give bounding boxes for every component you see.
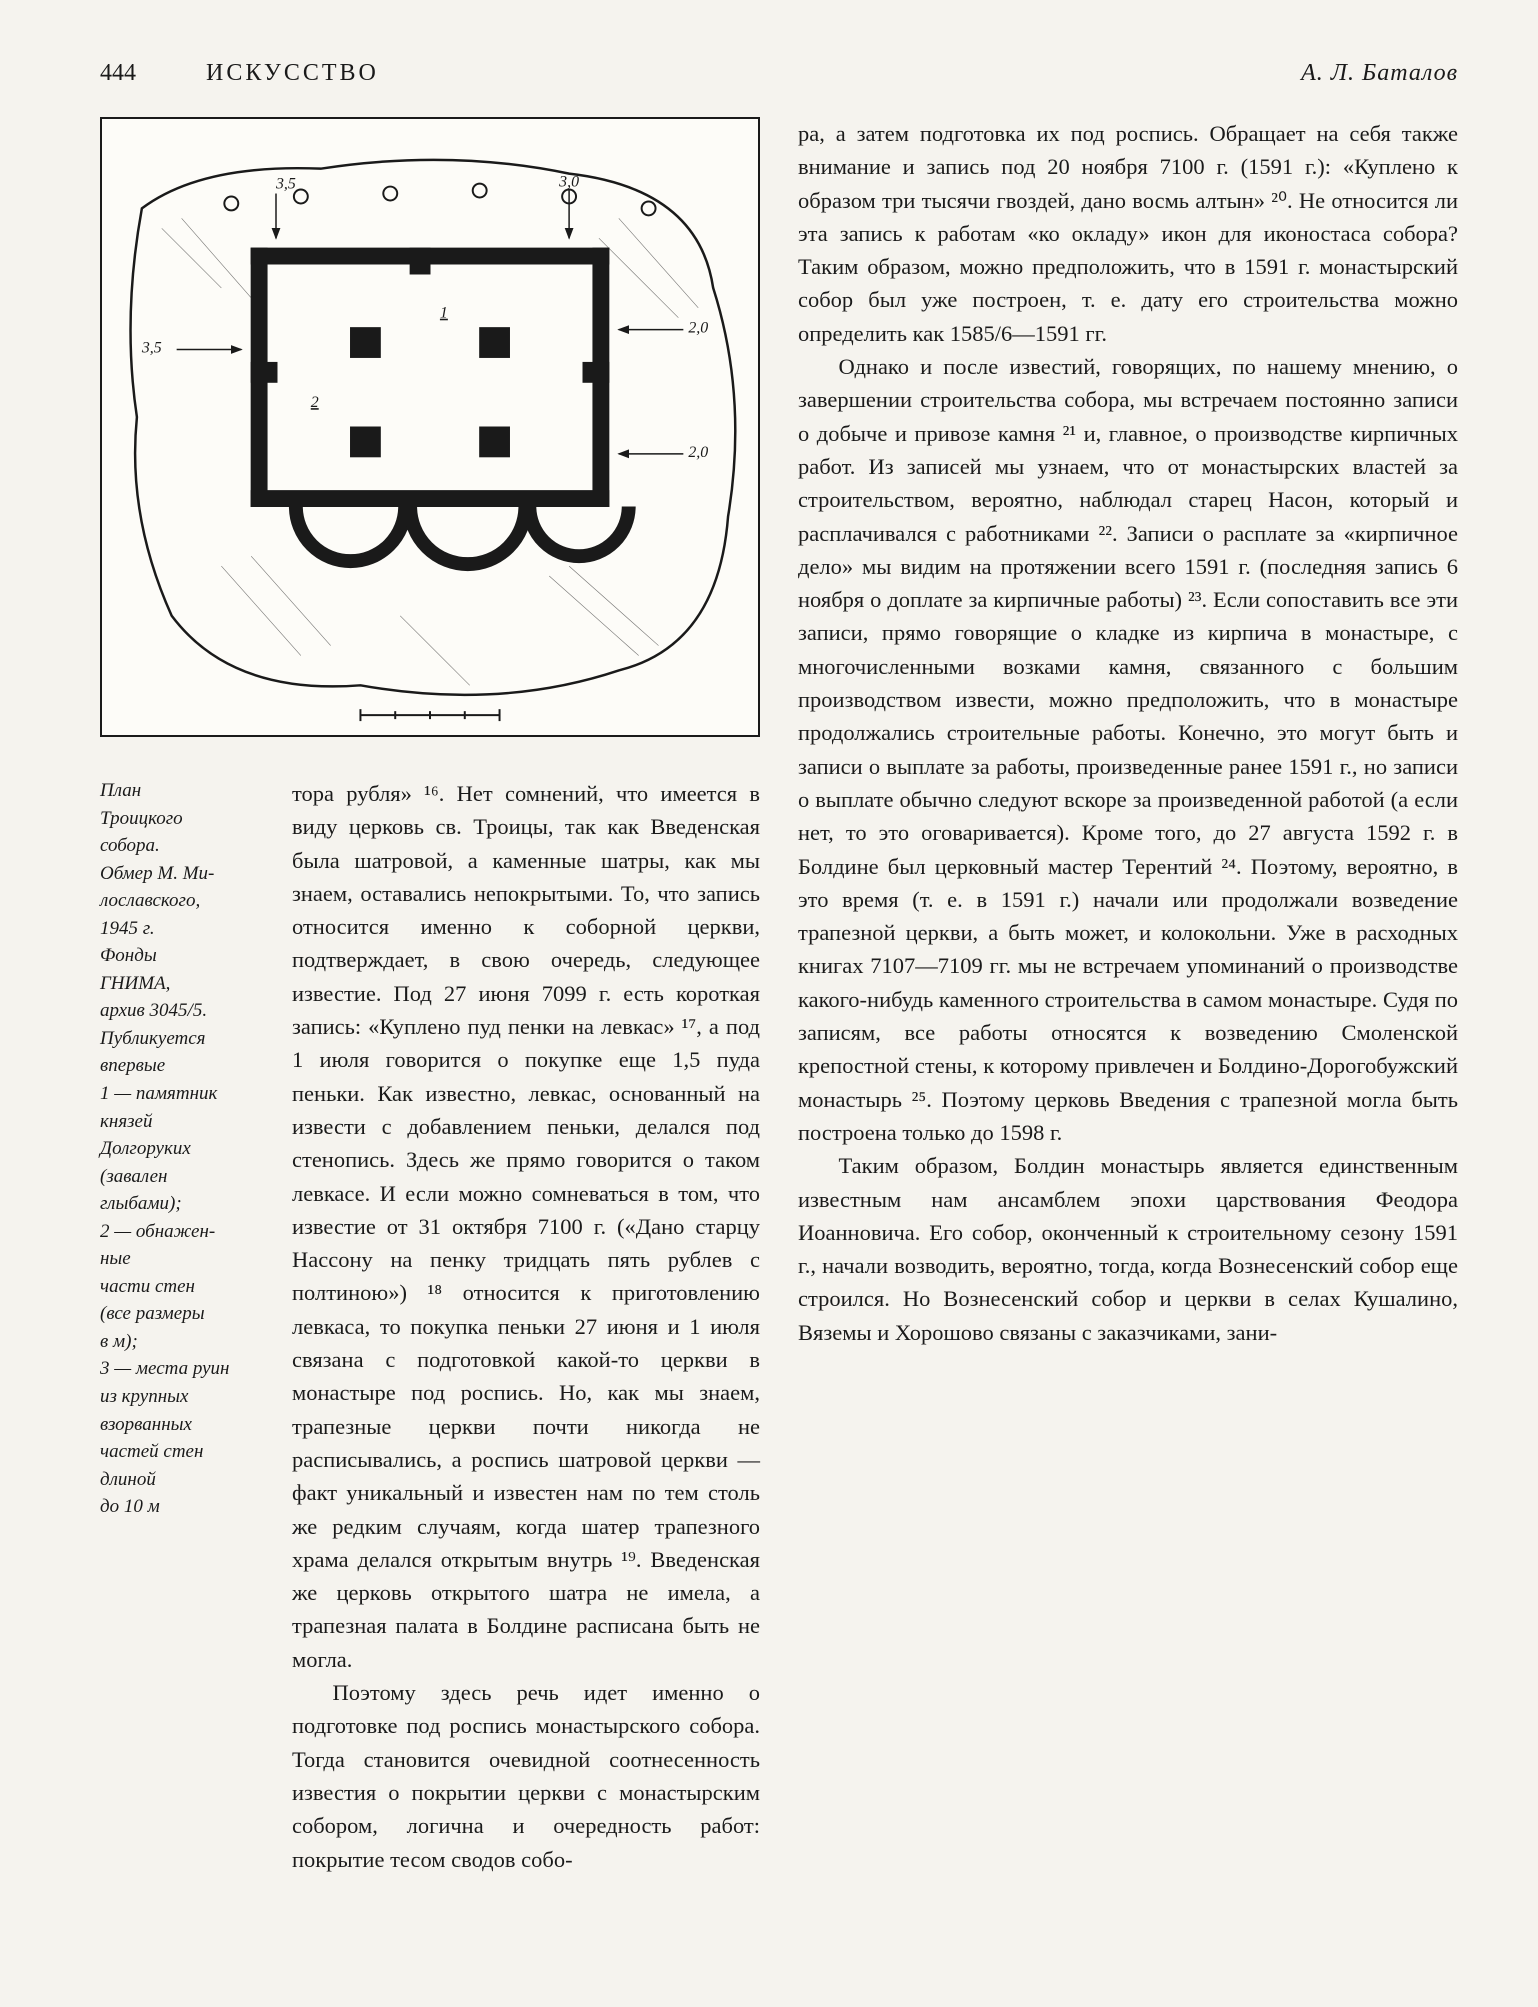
paragraph: Поэтому здесь речь идет именно о подгото… xyxy=(292,1676,760,1876)
dim-label: 2,0 xyxy=(688,320,708,337)
author-name: А. Л. Баталов xyxy=(1301,60,1458,87)
paragraph: тора рубля» ¹⁶. Нет сомнений, что имеетс… xyxy=(292,777,760,1676)
interior-label-2: 2 xyxy=(311,394,319,411)
below-figure-row: План Троицкого собора. Обмер М. Ми- лосл… xyxy=(100,777,760,1876)
content-grid: 3,5 3,0 3,5 2,0 2,0 1 2 xyxy=(100,117,1458,1876)
paragraph: ра, а затем подготовка их под роспись. О… xyxy=(798,117,1458,350)
dim-label: 3,5 xyxy=(275,176,296,193)
figure-caption: План Троицкого собора. Обмер М. Ми- лосл… xyxy=(100,777,270,1876)
dim-label: 2,0 xyxy=(688,444,708,461)
dim-label: 3,5 xyxy=(141,339,162,356)
dim-label: 3,0 xyxy=(558,174,579,191)
interior-label-1: 1 xyxy=(440,305,448,322)
right-column: ра, а затем подготовка их под роспись. О… xyxy=(798,117,1458,1876)
floor-plan-svg: 3,5 3,0 3,5 2,0 2,0 1 2 xyxy=(102,119,758,735)
paragraph: Однако и после известий, говорящих, по н… xyxy=(798,350,1458,1149)
paragraph: Таким образом, Болдин монастырь является… xyxy=(798,1149,1458,1349)
header-left: 444 ИСКУССТВО xyxy=(100,60,379,87)
page-header: 444 ИСКУССТВО А. Л. Баталов xyxy=(100,60,1458,87)
section-title: ИСКУССТВО xyxy=(206,60,379,87)
left-column: 3,5 3,0 3,5 2,0 2,0 1 2 xyxy=(100,117,760,1876)
left-body-text: тора рубля» ¹⁶. Нет сомнений, что имеетс… xyxy=(292,777,760,1876)
floor-plan-figure: 3,5 3,0 3,5 2,0 2,0 1 2 xyxy=(100,117,760,737)
page-number: 444 xyxy=(100,60,136,87)
